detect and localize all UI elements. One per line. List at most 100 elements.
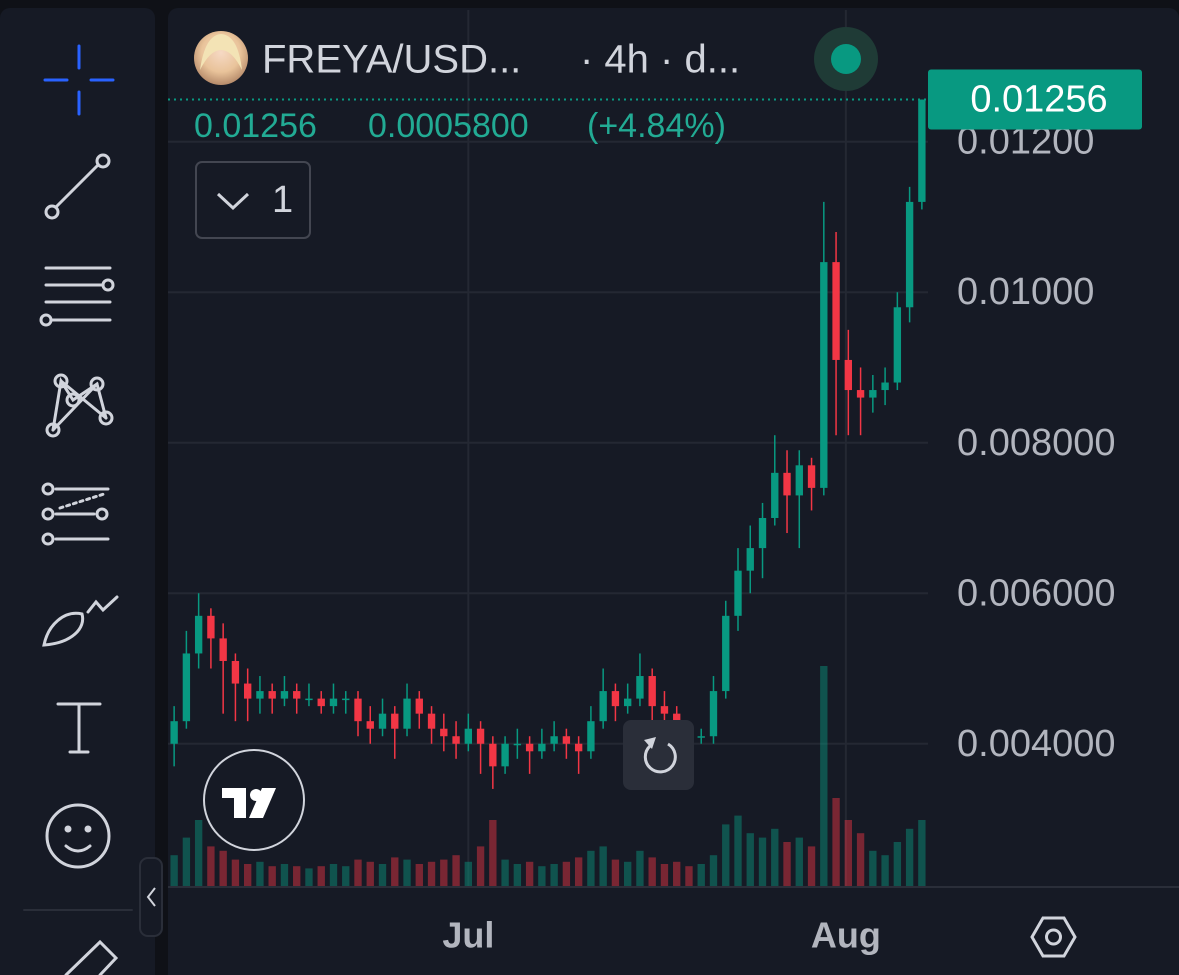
volume-bar (342, 866, 350, 886)
chevron (216, 192, 250, 211)
drawing-toolbar (0, 8, 155, 975)
volume-bar (489, 820, 497, 886)
volume-bar (317, 866, 325, 886)
candle-body (293, 691, 301, 699)
candle-body (771, 472, 779, 518)
candle-body (893, 307, 902, 383)
candle-body (366, 721, 374, 729)
volume-bar (525, 861, 534, 886)
avatar-hair (200, 34, 242, 70)
reset-button[interactable] (623, 720, 694, 790)
volume-bar (660, 864, 669, 886)
candle-body (317, 698, 325, 707)
candle-body (342, 698, 350, 701)
volume-bar (844, 820, 852, 886)
plot-area (168, 10, 928, 886)
chart-panel (168, 8, 1179, 975)
candle-body (734, 570, 742, 616)
candle-body (280, 691, 289, 699)
volume-bar (231, 859, 240, 886)
volume-bar (562, 861, 571, 886)
volume-bar (415, 864, 423, 886)
volume-bar (709, 855, 718, 886)
candle-body (918, 99, 926, 202)
text-tool[interactable] (56, 702, 102, 754)
volume-bar (452, 855, 460, 886)
candle-body (244, 683, 252, 699)
volume-bar (244, 864, 252, 886)
crosshair-tool[interactable] (43, 44, 115, 116)
candle-body (403, 698, 411, 729)
settings-button[interactable] (1030, 916, 1077, 958)
volume-bar (501, 859, 509, 886)
volume-bar (856, 833, 865, 886)
emoji-tool[interactable] (45, 803, 111, 869)
candle-body (636, 676, 644, 699)
brush-tool[interactable] (42, 595, 119, 647)
volume-bar (170, 855, 178, 886)
settings-hexagon[interactable] (1030, 916, 1077, 958)
trend-line-tool[interactable] (44, 153, 111, 220)
volume-bar (256, 861, 264, 886)
reset-box[interactable] (623, 720, 694, 790)
volume-bar (268, 866, 276, 886)
volume-bar (403, 859, 411, 886)
volume-bar (832, 798, 840, 886)
candle-body (856, 390, 865, 398)
candle-body (219, 638, 227, 661)
collapse-handle[interactable] (139, 857, 163, 937)
volume-bar (893, 842, 902, 886)
legend-change-pct: (+4.84%) (587, 107, 726, 145)
fib-tool[interactable] (39, 266, 115, 327)
candle-body (194, 615, 203, 654)
candle-body (660, 706, 669, 714)
candle-body (574, 743, 583, 752)
indicators-box[interactable] (195, 161, 311, 239)
y-tick-label: 0.006000 (957, 572, 1116, 614)
volume-bar (574, 857, 583, 886)
candle-body (697, 736, 705, 738)
ruler-tool[interactable] (64, 939, 119, 975)
candle-body (354, 698, 362, 722)
candle-body (648, 676, 656, 707)
volume-bar (305, 868, 313, 886)
volume-bar (378, 864, 387, 886)
candle-body (268, 691, 276, 699)
candle-body (170, 721, 178, 744)
volume-bar (783, 842, 791, 886)
symbol[interactable]: FREYA/USD... (262, 38, 521, 82)
candle-body (881, 382, 889, 391)
tradingview-logo[interactable] (203, 749, 305, 851)
volume-bar (194, 820, 203, 886)
candle-body (820, 262, 828, 488)
indicators-toggle[interactable]: 1 (195, 161, 311, 239)
volume-bar (366, 861, 374, 886)
y-tick-label: 0.004000 (957, 723, 1116, 765)
volume-bar (820, 666, 828, 886)
pattern-tool[interactable] (45, 373, 114, 438)
candle-body (391, 713, 399, 729)
volume-bar (427, 861, 436, 886)
interval[interactable]: · 4h · d... (580, 38, 740, 82)
legend-change: 0.0005800 (368, 107, 529, 145)
candle-body (207, 615, 215, 639)
candle-body (722, 615, 730, 692)
volume-bar (391, 857, 399, 886)
candle-body (501, 743, 509, 767)
volume-bar (697, 864, 705, 886)
candle-body (611, 691, 620, 707)
prediction-tool[interactable] (41, 482, 110, 546)
candle-body (464, 728, 472, 744)
x-tick-label: Aug (811, 915, 881, 956)
candle-body (440, 728, 448, 737)
candle-body (378, 713, 387, 729)
collapse-toolbar[interactable] (139, 857, 163, 937)
last-price-label: 0.01256 (970, 79, 1107, 121)
volume-bar (905, 828, 914, 886)
candle-body (807, 465, 816, 488)
volume-bar (293, 866, 301, 886)
volume-bar (354, 859, 362, 886)
candle-body (415, 698, 423, 714)
candle-body (587, 721, 595, 752)
